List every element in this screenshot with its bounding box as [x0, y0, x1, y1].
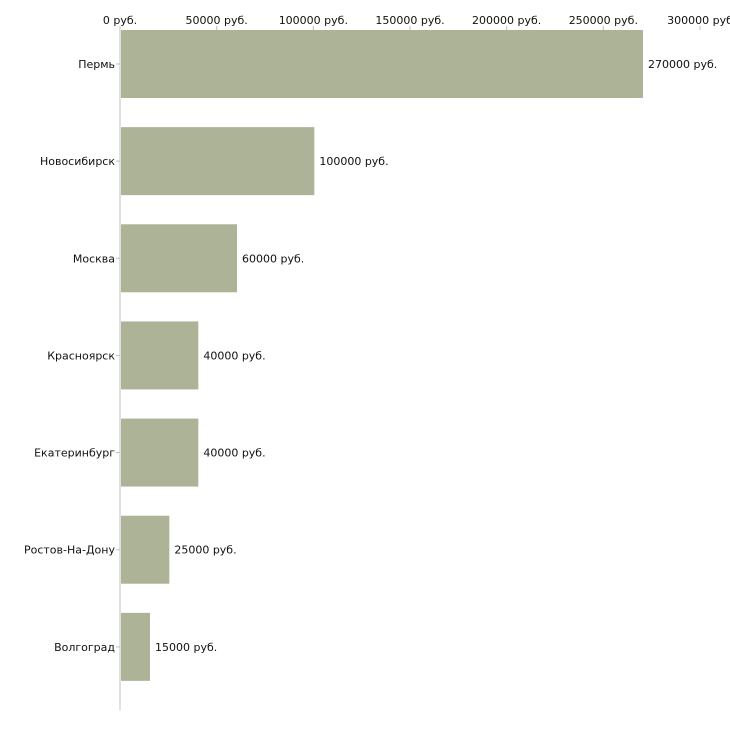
bar: [121, 418, 199, 487]
bar: [121, 224, 237, 293]
x-tick-label: 250000 руб.: [569, 14, 638, 27]
category-label: Волгоград: [54, 641, 115, 654]
category-label: Новосибирск: [40, 155, 115, 168]
category-label: Москва: [73, 252, 115, 265]
x-tick-label: 150000 руб.: [375, 14, 444, 27]
x-tick-label: 100000 руб.: [279, 14, 348, 27]
data-label: 270000 руб.: [648, 58, 717, 71]
x-tick-label: 300000 руб: [667, 14, 730, 27]
category-label: Пермь: [78, 58, 115, 71]
category-label: Ростов-На-Дону: [24, 544, 115, 557]
category-labels: Пермь Новосибирск Москва Красноярск Екатерин…: [24, 58, 120, 654]
x-tick-label: 200000 руб.: [472, 14, 541, 27]
data-label: 100000 руб.: [319, 155, 388, 168]
bar: [121, 30, 643, 98]
bar: [121, 612, 150, 681]
category-label: Красноярск: [47, 349, 115, 362]
data-label: 25000 руб.: [174, 544, 236, 557]
x-tick-label: 50000 руб.: [186, 14, 248, 27]
data-label: 40000 руб.: [203, 349, 265, 362]
bar: [121, 515, 170, 584]
data-label: 40000 руб.: [203, 447, 265, 460]
data-label: 60000 руб.: [242, 252, 304, 265]
x-axis-ticks: 0 руб. 50000 руб. 100000 руб. 150000 руб. 20…: [103, 14, 730, 30]
bar: [121, 321, 199, 390]
category-label: Екатеринбург: [34, 447, 115, 460]
bars: 270000 руб. 100000 руб. 60000 руб. 40000 ру…: [121, 30, 717, 681]
x-tick-label: 0 руб.: [103, 14, 137, 27]
bar: [121, 127, 315, 196]
data-label: 15000 руб.: [155, 641, 217, 654]
